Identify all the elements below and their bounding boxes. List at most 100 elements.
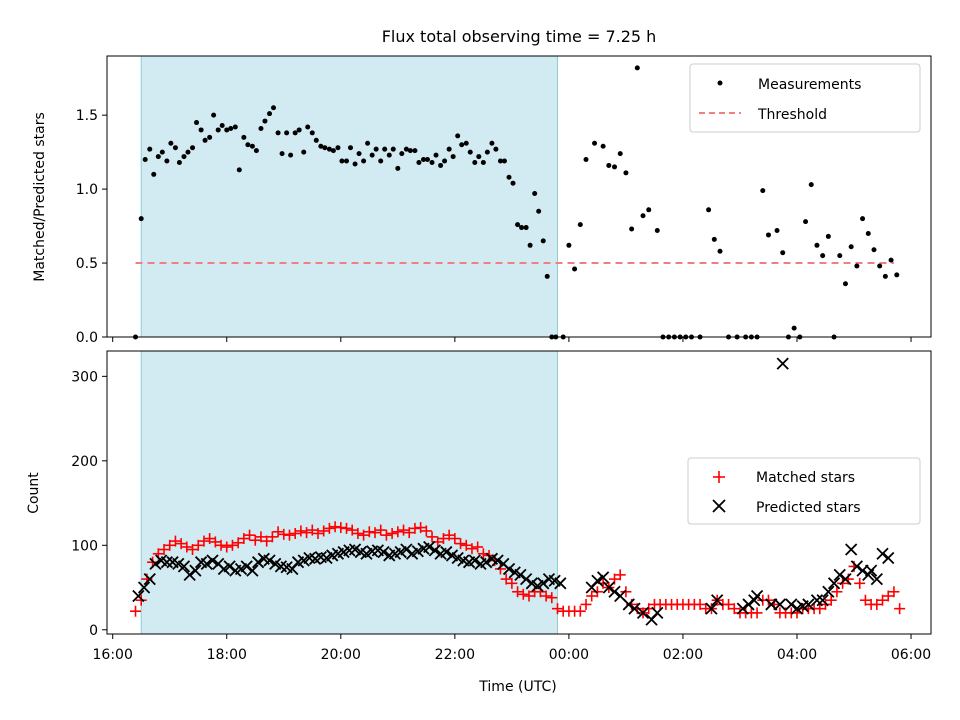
measurement-point <box>228 125 234 131</box>
matched-star-marker <box>283 529 295 541</box>
measurement-point <box>207 134 213 140</box>
top-y-tick-label: 0.5 <box>76 256 98 272</box>
matched-star-marker <box>437 533 449 545</box>
matched-star-marker <box>158 544 170 556</box>
measurement-point <box>825 233 831 239</box>
predicted-star-marker <box>833 568 846 582</box>
bottom-y-axis: 0 100 200 300 <box>71 369 107 639</box>
predicted-star-marker <box>223 560 236 573</box>
measurement-point <box>202 137 208 143</box>
matched-star-marker <box>859 594 871 606</box>
measurement-point <box>361 158 367 164</box>
predicted-star-marker <box>189 564 202 577</box>
predicted-star-marker <box>377 545 390 559</box>
predicted-star-marker <box>149 557 162 571</box>
measurement-point <box>476 154 482 160</box>
matched-star-marker <box>306 524 318 536</box>
bottom-x-tick-label: 22:00 <box>435 647 475 663</box>
measurement-point <box>344 158 350 164</box>
measurement-point <box>352 161 358 167</box>
matched-star-marker <box>500 573 512 585</box>
matched-star-marker <box>187 544 199 556</box>
predicted-star-marker <box>143 572 156 586</box>
matched-star-marker <box>694 598 706 610</box>
measurement-point <box>190 145 196 151</box>
predicted-star-marker <box>502 562 516 576</box>
predicted-star-marker <box>132 589 145 603</box>
measurement-point <box>523 225 529 231</box>
measurement-point <box>416 159 422 165</box>
measurement-point <box>617 151 623 157</box>
matched-star-marker <box>420 525 432 537</box>
predicted-star-marker <box>636 606 650 620</box>
measurement-point <box>455 133 461 139</box>
measurement-point <box>803 219 809 225</box>
matched-star-marker <box>409 522 421 534</box>
bottom-observing-window <box>140 350 558 635</box>
measurement-point <box>480 159 486 165</box>
matched-star-marker <box>130 605 142 617</box>
matched-star-marker <box>403 527 415 539</box>
measurement-point <box>646 207 652 213</box>
matched-star-marker <box>546 592 558 604</box>
measurement-point <box>395 165 401 171</box>
matched-star-marker <box>580 598 592 610</box>
measurement-point <box>654 228 660 234</box>
predicted-star-marker <box>480 556 493 569</box>
top-y-tick-label: 1.0 <box>76 182 98 198</box>
matched-star-marker <box>226 539 238 551</box>
measurement-point <box>640 213 646 219</box>
measurement-point <box>877 263 883 269</box>
matched-star-marker <box>825 594 837 606</box>
measurement-point <box>774 228 780 234</box>
measurement-point <box>566 242 572 248</box>
measurement-point <box>577 222 583 228</box>
measurement-point <box>820 253 826 259</box>
matched-star-marker <box>261 535 273 547</box>
predicted-star-marker <box>870 572 883 586</box>
measurement-point <box>271 105 277 111</box>
predicted-star-marker <box>428 544 442 557</box>
measurement-point <box>463 140 469 146</box>
matched-star-marker <box>192 539 204 551</box>
matched-star-markers <box>130 521 906 619</box>
measurement-point <box>211 112 217 118</box>
measurement-point <box>848 244 854 250</box>
measurement-point <box>711 236 717 242</box>
bottom-x-tick-label: 16:00 <box>93 647 133 663</box>
predicted-star-marker <box>183 568 196 582</box>
measurement-point <box>572 266 578 272</box>
matched-star-marker <box>215 539 227 551</box>
legend-matched-label: Matched stars <box>756 470 855 486</box>
measurement-point <box>253 148 259 154</box>
measurement-point <box>808 182 814 188</box>
measurement-point <box>403 146 409 152</box>
measurement-point <box>284 130 290 136</box>
matched-star-marker <box>506 577 518 589</box>
predicted-star-marker <box>423 540 436 554</box>
bottom-y-label: Count <box>26 472 42 514</box>
measurement-point <box>592 140 598 146</box>
predicted-star-marker <box>845 543 858 556</box>
predicted-star-marker <box>177 560 191 573</box>
bottom-x-tick-label: 18:00 <box>207 647 247 663</box>
measurement-point <box>544 273 550 279</box>
matched-star-marker <box>888 586 900 598</box>
bottom-legend-box <box>687 457 921 525</box>
measurement-point <box>168 140 174 146</box>
predicted-star-marker <box>622 598 635 611</box>
matched-star-marker <box>574 605 586 617</box>
top-y-tick-label: 0.0 <box>76 330 98 346</box>
matched-star-marker <box>295 525 307 537</box>
predicted-star-marker <box>776 357 789 370</box>
measurement-point <box>420 157 426 163</box>
matched-star-marker <box>551 603 563 615</box>
measurement-point <box>147 146 153 152</box>
measurement-point <box>433 152 439 158</box>
measurement-point <box>493 146 499 152</box>
legend-predicted-label: Predicted stars <box>756 500 861 516</box>
matched-star-marker <box>466 543 478 555</box>
measurement-points <box>133 65 900 340</box>
measurement-point <box>442 158 448 164</box>
